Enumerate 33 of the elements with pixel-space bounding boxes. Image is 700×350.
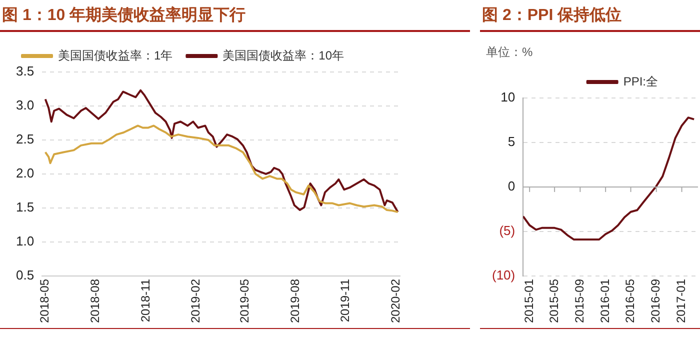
x-tick-label: 2015-05 — [546, 278, 561, 324]
y-axis-title: 单位：% — [486, 44, 533, 61]
y-tick-label: 1.0 — [16, 234, 34, 249]
legend-label: PPI:全 — [623, 74, 658, 88]
x-tick-label: 2016-01 — [598, 278, 612, 324]
x-tick-label: 2018-11 — [138, 278, 152, 322]
x-tick-label: 2019-02 — [188, 278, 203, 324]
x-tick-label: 2015-09 — [572, 278, 586, 324]
x-tick-label: 2015-01 — [522, 278, 536, 324]
y-tick-label: 10 — [500, 90, 516, 105]
legend-label: 美国国债收益率：10年 — [222, 48, 344, 62]
y-tick-label: (10) — [492, 268, 516, 283]
x-tick-label: 2016-05 — [623, 278, 638, 324]
chart-title: 图 2：PPI 保持低位 — [482, 6, 622, 26]
y-tick-label: 0 — [508, 178, 516, 194]
x-tick-label: 2018-05 — [38, 278, 52, 324]
y-tick-label: (5) — [499, 223, 516, 238]
legend-label: 美国国债收益率：1年 — [58, 48, 173, 62]
x-tick-label: 2018-08 — [88, 278, 102, 324]
x-tick-label: 2016-09 — [648, 278, 663, 324]
y-tick-label: 5 — [508, 134, 516, 150]
x-tick-label: 2020-02 — [388, 278, 402, 324]
y-tick-label: 2.0 — [16, 166, 34, 181]
y-tick-label: 3.0 — [16, 98, 34, 113]
chart-title: 图 1：10 年期美债收益率明显下行 — [2, 5, 246, 26]
y-tick-label: 0.5 — [16, 268, 34, 283]
x-tick-label: 2017-01 — [674, 278, 688, 324]
x-tick-label: 2019-05 — [237, 278, 252, 324]
y-tick-label: 1.5 — [16, 200, 34, 215]
y-tick-label: 3.5 — [16, 64, 34, 79]
x-tick-label: 2019-11 — [338, 278, 352, 322]
x-tick-label: 2019-08 — [288, 278, 302, 324]
y-tick-label: 2.5 — [16, 132, 34, 147]
